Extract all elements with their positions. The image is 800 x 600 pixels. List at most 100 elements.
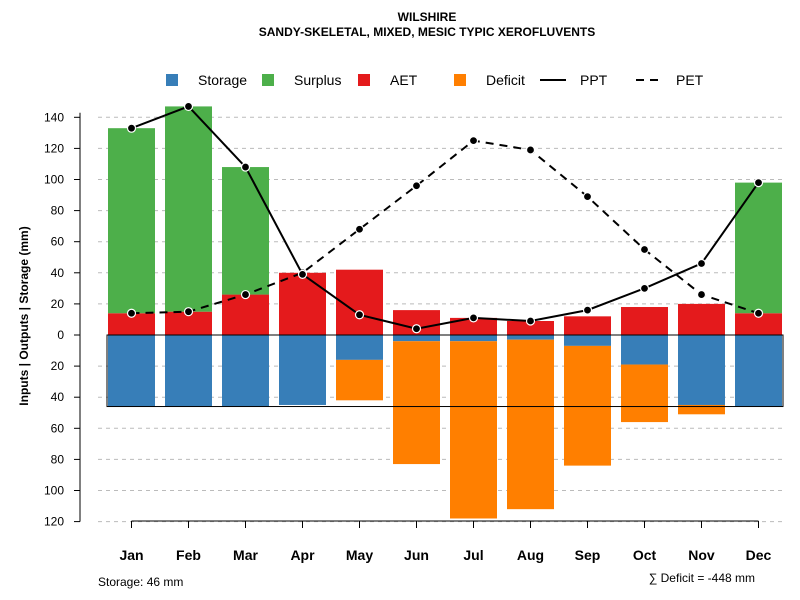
ppt-line-point: [753, 178, 764, 188]
legend-deficit-swatch: [454, 74, 466, 86]
pet-line: [131, 139, 759, 315]
legend-deficit-label: Deficit: [486, 72, 525, 88]
y-tick-label: 140: [44, 110, 64, 124]
ppt-line-point: [183, 101, 194, 112]
ppt-line-point: [696, 258, 707, 269]
y-tick-label: 60: [51, 421, 65, 435]
legend-aet-label: AET: [390, 72, 418, 88]
pet-line-point: [126, 308, 137, 318]
deficit-bar: [450, 341, 497, 519]
x-tick-label: Nov: [688, 547, 715, 563]
surplus-bar: [735, 182, 782, 314]
deficit-bar: [336, 359, 383, 401]
aet-bar: [222, 294, 269, 335]
ppt-line-point: [411, 324, 422, 334]
storage-box: [106, 334, 784, 408]
deficit-bar: [678, 404, 725, 415]
pet-line-point: [240, 289, 251, 300]
aet-bar: [564, 316, 611, 335]
deficit-total-note: ∑ Deficit = -448 mm: [649, 571, 755, 585]
legend-ppt-label: PPT: [580, 72, 608, 88]
pet-line-point: [639, 244, 650, 255]
y-tick-label: 0: [57, 328, 64, 342]
storage-bar: [564, 335, 611, 346]
legend: Storage Surplus AET Deficit PPT PET: [166, 72, 704, 88]
aet-bar: [507, 321, 554, 335]
y-tick-label: 60: [51, 235, 65, 249]
deficit-bar: [393, 341, 440, 465]
legend-surplus-swatch: [262, 74, 274, 86]
pet-line-point: [582, 192, 593, 202]
surplus-bar: [165, 106, 212, 312]
aet-bar: [621, 307, 668, 335]
y-tick-label: 20: [51, 359, 65, 373]
ppt-line-point: [639, 283, 650, 293]
ppt-line-point: [240, 162, 251, 172]
x-axis: Jan Feb Mar Apr May Jun Jul Aug Sep Oct Nov Dec: [119, 520, 772, 563]
y-axis-label: Inputs | Outputs | Storage (mm): [17, 226, 31, 405]
ppt-line-point: [468, 313, 479, 323]
storage-bar: [507, 335, 554, 340]
y-tick-label: 40: [51, 266, 65, 280]
gridlines: [98, 116, 783, 523]
ppt-line-point: [525, 316, 536, 326]
storage-bar: [222, 335, 269, 407]
aet-bar: [279, 272, 326, 335]
storage-bar: [450, 335, 497, 342]
y-tick-label: 100: [44, 484, 64, 498]
pet-line-point: [525, 145, 536, 155]
legend-storage-label: Storage: [198, 72, 247, 88]
storage-bar: [108, 335, 155, 407]
chart-title: WILSHIRE: [398, 10, 457, 24]
storage-bar: [279, 335, 326, 405]
pet-line-point: [411, 181, 422, 191]
x-tick-label: Apr: [290, 547, 315, 563]
storage-bar: [165, 335, 212, 407]
x-tick-label: Dec: [746, 547, 772, 563]
y-tick-label: 20: [51, 297, 65, 311]
aet-bar: [165, 311, 212, 335]
storage-bar: [621, 335, 668, 365]
x-tick-label: Feb: [176, 547, 201, 563]
legend-aet-swatch: [358, 74, 370, 86]
surplus-bar: [222, 167, 269, 295]
surplus-bar: [108, 128, 155, 314]
storage-bar: [336, 335, 383, 360]
storage-bar: [678, 335, 725, 405]
deficit-bar: [507, 339, 554, 510]
y-tick-label: 120: [44, 141, 64, 155]
pet-line-point: [183, 307, 194, 317]
y-tick-label: 40: [51, 390, 65, 404]
x-tick-label: May: [346, 547, 373, 563]
legend-storage-swatch: [166, 74, 178, 86]
y-axis: 140 120 100 80 60 40 20 0 20 40 60 80 100 120: [44, 110, 81, 529]
y-tick-label: 100: [44, 173, 64, 187]
storage-bar: [393, 335, 440, 342]
legend-surplus-label: Surplus: [294, 72, 341, 88]
ppt-line-point: [354, 310, 365, 320]
x-tick-label: Mar: [233, 547, 258, 563]
y-tick-label: 80: [51, 204, 65, 218]
storage-bar: [735, 335, 782, 407]
x-tick-label: Jun: [404, 547, 429, 563]
aet-bar: [450, 317, 497, 335]
legend-pet-label: PET: [676, 72, 704, 88]
aet-bar: [735, 313, 782, 335]
series-lines: [126, 101, 764, 334]
storage-capacity-box: [106, 334, 784, 408]
pet-line-point: [753, 308, 764, 318]
bars: [108, 106, 782, 519]
deficit-bar: [564, 345, 611, 466]
ppt-line-point: [126, 123, 137, 133]
y-tick-label: 80: [51, 452, 65, 466]
ppt-line: [131, 105, 760, 330]
deficit-bar: [621, 364, 668, 423]
x-tick-label: Jan: [119, 547, 143, 563]
x-tick-label: Jul: [463, 547, 483, 563]
aet-bar: [678, 303, 725, 335]
storage-note: Storage: 46 mm: [98, 575, 183, 589]
chart-subtitle: SANDY-SKELETAL, MIXED, MESIC TYPIC XEROF…: [259, 25, 595, 39]
x-tick-label: Oct: [633, 547, 657, 563]
pet-line-point: [696, 289, 707, 300]
